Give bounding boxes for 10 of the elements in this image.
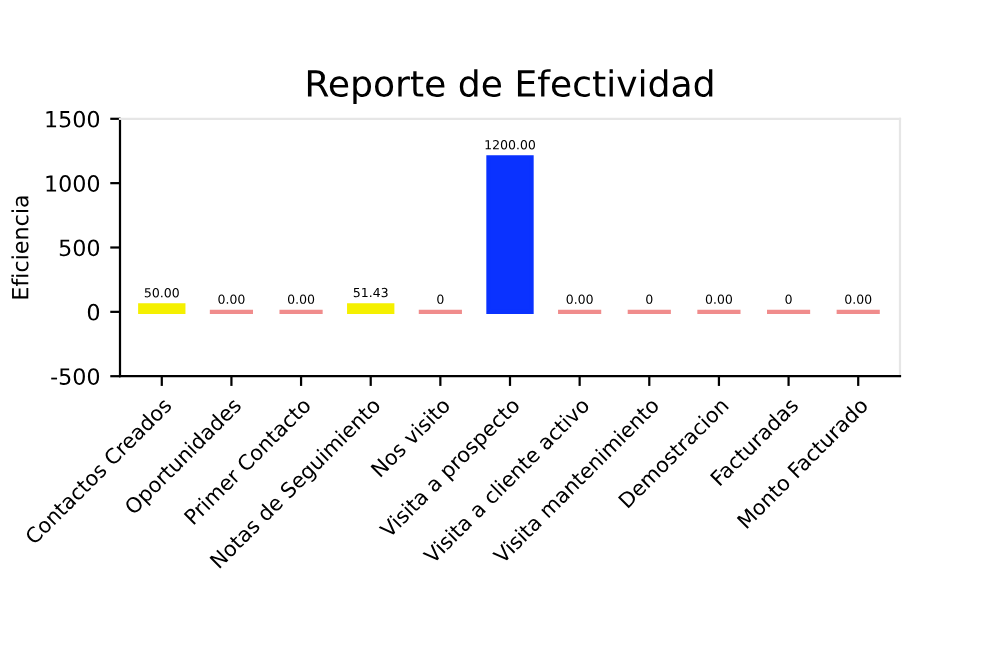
y-tick-label: 500	[59, 239, 100, 257]
y-tick-label: 1000	[46, 175, 100, 192]
bar	[486, 155, 534, 314]
y-tick-label: 1500	[46, 110, 100, 128]
y-tick-label: -500	[51, 368, 100, 385]
chart-title: Reporte de Efectividad	[307, 69, 713, 105]
y-axis-title: Eficiencia	[11, 196, 29, 299]
bar	[347, 303, 395, 314]
y-tick-label: 0	[87, 303, 100, 321]
bar	[138, 303, 186, 314]
